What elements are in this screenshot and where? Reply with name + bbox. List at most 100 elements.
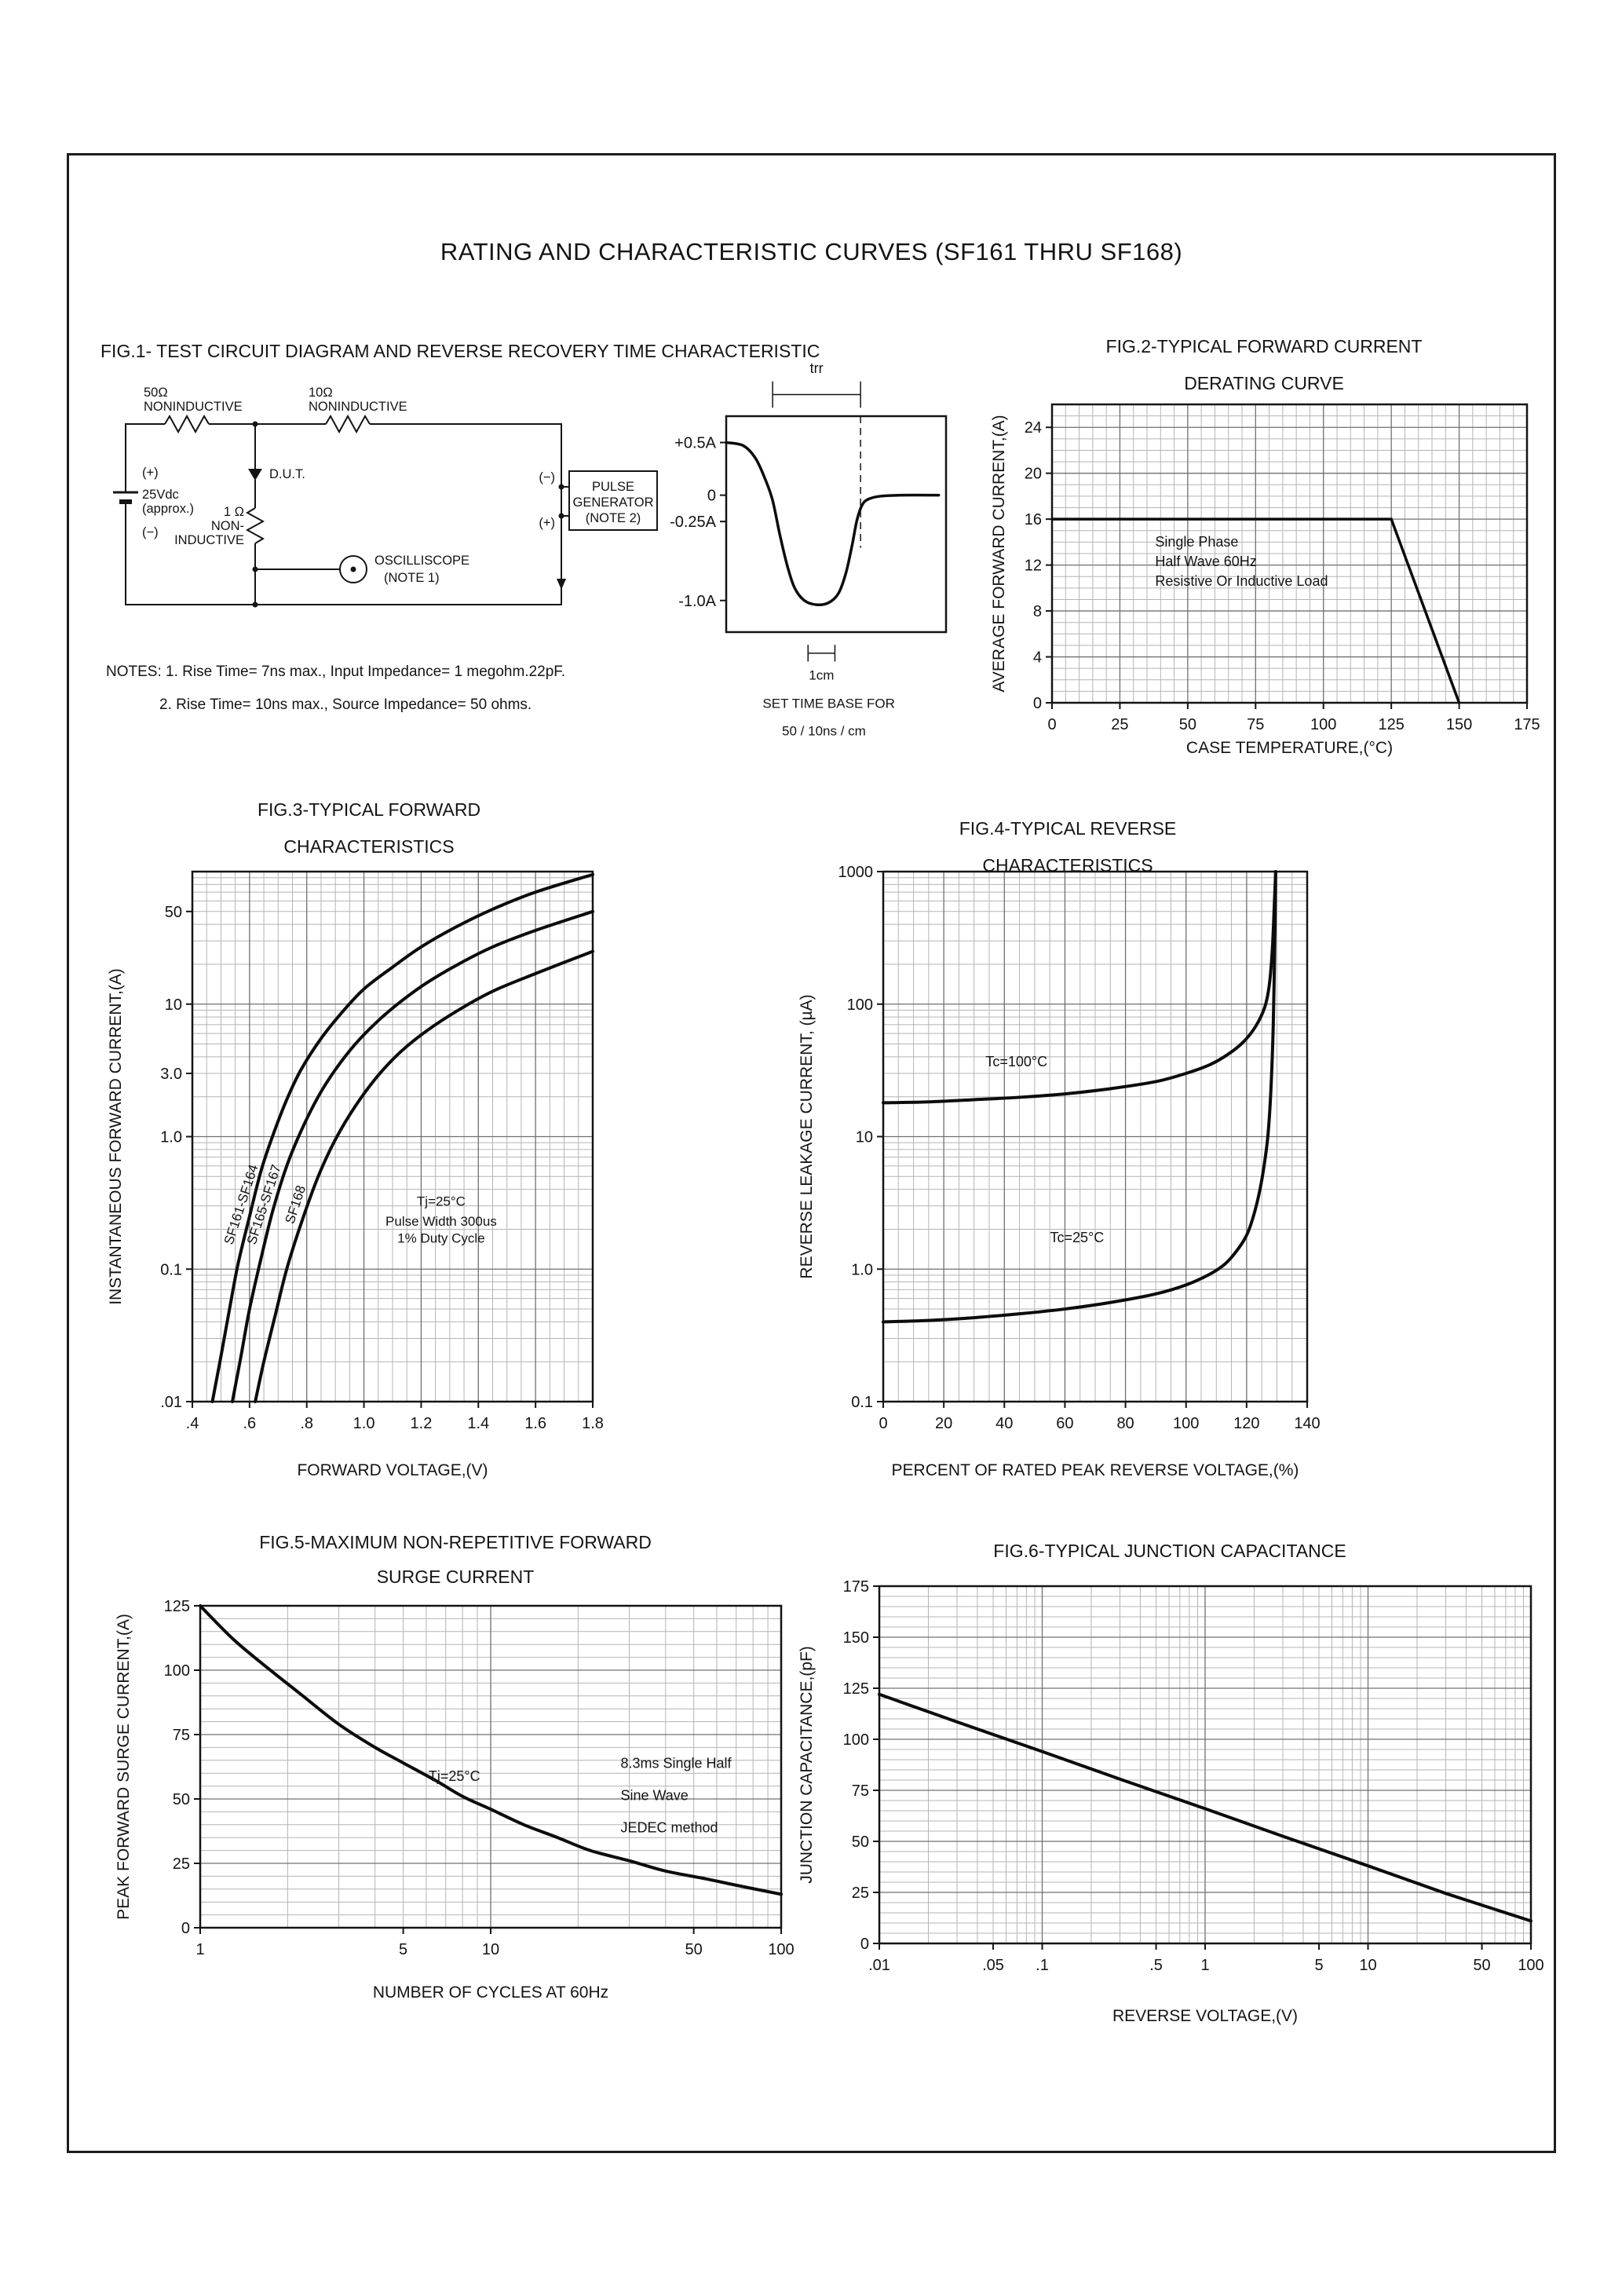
fig5-surge-current-chart: 1 5 10 50 100 0 25 50 75 100 125 NUMBER OF CYCLES A…: [110, 1594, 801, 2010]
svg-text:1.0: 1.0: [851, 1261, 873, 1278]
svg-text:100: 100: [1173, 1415, 1199, 1432]
junction-dot: [558, 513, 564, 519]
fig2-title: FIG.2-TYPICAL FORWARD CURRENT DERATING C…: [985, 328, 1543, 402]
svg-text:.05: .05: [982, 1957, 1004, 1974]
svg-text:-1.0A: -1.0A: [678, 593, 716, 610]
svg-text:JUNCTION CAPACITANCE,(pF): JUNCTION CAPACITANCE,(pF): [798, 1646, 816, 1884]
current-direction-arrow: [557, 579, 566, 590]
series-SF165-SF167: [231, 909, 594, 1403]
svg-text:CASE TEMPERATURE,(°C): CASE TEMPERATURE,(°C): [1186, 739, 1393, 757]
chart-annotation: 50 / 10ns / cm: [782, 723, 866, 738]
svg-text:AVERAGE FORWARD CURRENT,(A): AVERAGE FORWARD CURRENT,(A): [990, 415, 1008, 692]
svg-text:50: 50: [173, 1791, 190, 1808]
series-Tc-25C: [882, 870, 1277, 1324]
pulse-generator-box: [568, 470, 658, 531]
svg-text:120: 120: [1233, 1415, 1259, 1432]
svg-text:80: 80: [1116, 1415, 1134, 1432]
pulse-generator-plus-label: (+): [539, 516, 555, 530]
fig6-junction-capacitance-chart: .01 .05 .1 .5 1 5 10 50 100 0 25 50 75 100 125 150 175 RE…: [793, 1574, 1547, 2034]
svg-text:100: 100: [164, 1662, 190, 1680]
fig3-title-line2: CHARACTERISTICS: [283, 836, 455, 857]
svg-text:25: 25: [852, 1885, 869, 1902]
resistor-10ohm-value-label: 10Ω: [309, 386, 333, 400]
resistor-50ohm-value-label: 50Ω: [144, 386, 168, 400]
svg-text:.8: .8: [300, 1415, 313, 1432]
svg-text:.5: .5: [1149, 1957, 1163, 1974]
svg-text:0.1: 0.1: [851, 1394, 873, 1411]
oscilloscope-probe-dot: [350, 566, 356, 572]
svg-text:75: 75: [173, 1727, 190, 1744]
svg-text:0: 0: [879, 1415, 887, 1432]
series-recovery-current: [725, 441, 941, 606]
svg-text:1.0: 1.0: [160, 1129, 182, 1146]
series-SF161-SF164: [210, 872, 594, 1403]
svg-text:150: 150: [843, 1629, 869, 1647]
fig2-title-line2: DERATING CURVE: [1184, 373, 1344, 393]
svg-text:10: 10: [856, 1129, 873, 1146]
svg-text:0: 0: [181, 1920, 190, 1937]
chart-annotation: Tc=25°C: [1050, 1230, 1104, 1245]
svg-text:75: 75: [1247, 716, 1264, 733]
svg-text:1.4: 1.4: [467, 1415, 489, 1432]
svg-text:0: 0: [707, 488, 716, 505]
svg-text:50: 50: [1473, 1957, 1490, 1974]
svg-text:1000: 1000: [838, 864, 874, 881]
battery-voltage-label: 25Vdc: [142, 488, 179, 502]
svg-text:.4: .4: [186, 1415, 199, 1432]
svg-text:40: 40: [995, 1415, 1013, 1432]
page-border: [67, 153, 1556, 2153]
fig1-title: FIG.1- TEST CIRCUIT DIAGRAM AND REVERSE …: [100, 341, 820, 361]
fig3-title-line1: FIG.3-TYPICAL FORWARD: [257, 799, 481, 820]
chart-annotation: 1% Duty Cycle: [397, 1231, 484, 1246]
fig5-title-line2: SURGE CURRENT: [376, 1567, 535, 1587]
svg-text:10: 10: [165, 996, 182, 1014]
fig2-derating-chart: 0 25 50 75 100 125 150 175 0 4 8 12 16 20 24 CASE TEMPE…: [985, 389, 1543, 766]
chart-annotation: Pulse Width 300us: [385, 1214, 497, 1229]
pulse-generator-minus-label: (−): [539, 470, 555, 484]
svg-text:50: 50: [165, 904, 182, 921]
pulse-generator-label-1: PULSE: [592, 480, 634, 494]
resistor-1ohm-type-label-2: INDUCTIVE: [174, 533, 244, 547]
chart-annotation: Tj=25°C: [429, 1768, 480, 1784]
svg-text:0: 0: [1047, 716, 1056, 733]
chart-annotation: trr: [810, 361, 824, 376]
junction-dot: [252, 566, 258, 572]
fig1-note-2: 2. Rise Time= 10ns max., Source Impedanc…: [159, 696, 532, 713]
svg-text:125: 125: [843, 1680, 869, 1698]
wire-loop-right-bottom: [125, 423, 562, 605]
svg-text:4: 4: [1033, 649, 1042, 667]
svg-text:75: 75: [852, 1782, 869, 1800]
fig4-reverse-characteristics-chart: 0 20 40 60 80 100 120 140 0.1 1.0 10 100 1000 PERCENT…: [793, 860, 1343, 1488]
wire-pulse-generator-taps: [561, 486, 569, 517]
page-title: RATING AND CHARACTERISTIC CURVES (SF161 …: [440, 238, 1183, 265]
battery-plus-label: (+): [142, 466, 159, 480]
junction-dot: [252, 601, 258, 608]
junction-dot: [252, 421, 258, 427]
svg-text:5: 5: [1314, 1957, 1323, 1974]
svg-text:50: 50: [852, 1834, 869, 1851]
svg-text:.6: .6: [243, 1415, 257, 1432]
svg-text:PERCENT OF RATED PEAK REVERSE: PERCENT OF RATED PEAK REVERSE VOLTAGE,(%…: [892, 1461, 1299, 1479]
svg-text:100: 100: [768, 1941, 794, 1958]
oscilloscope-note-label: (NOTE 1): [384, 571, 440, 585]
svg-text:1.6: 1.6: [524, 1415, 546, 1432]
fig5-title: FIG.5-MAXIMUM NON-REPETITIVE FORWARD SUR…: [110, 1525, 801, 1594]
fig1-test-circuit-diagram: 50Ω NONINDUCTIVE 10Ω NONINDUCTIVE (+) 25…: [113, 386, 658, 608]
svg-text:175: 175: [843, 1578, 869, 1596]
svg-text:25: 25: [173, 1855, 190, 1873]
chart-annotation: SET TIME BASE FOR: [762, 696, 894, 711]
svg-text:1: 1: [195, 1941, 204, 1958]
svg-text:25: 25: [1111, 716, 1128, 733]
chart-annotation: 8.3ms Single Half: [620, 1756, 732, 1771]
svg-text:1.2: 1.2: [411, 1415, 433, 1432]
fig1-note-1: NOTES: 1. Rise Time= 7ns max., Input Imp…: [106, 664, 566, 680]
chart-annotation: 1cm: [809, 667, 834, 682]
fig3-forward-characteristics-chart: .4 .6 .8 1.0 1.2 1.4 1.6 1.8 .01 0.1 1.0 3.0 10 50 FOR…: [102, 860, 636, 1488]
svg-text:3.0: 3.0: [160, 1066, 182, 1083]
oscilloscope-label: OSCILLISCOPE: [374, 554, 469, 568]
svg-text:100: 100: [847, 996, 873, 1014]
svg-text:20: 20: [935, 1415, 952, 1432]
svg-text:10: 10: [1359, 1957, 1376, 1974]
chart-annotation: Sine Wave: [620, 1788, 688, 1804]
fig5-title-line1: FIG.5-MAXIMUM NON-REPETITIVE FORWARD: [259, 1532, 652, 1552]
